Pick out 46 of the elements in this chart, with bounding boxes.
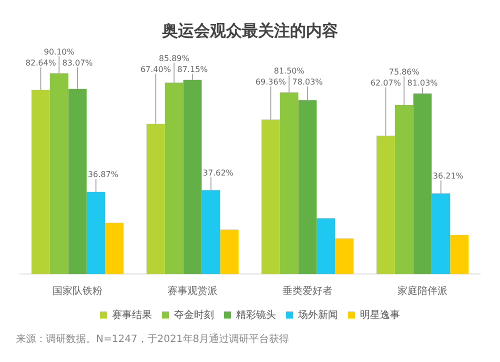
bar: [202, 190, 220, 274]
data-label: 81.03%: [407, 78, 438, 88]
data-label: 62.07%: [370, 78, 402, 88]
bar: [105, 222, 124, 274]
data-label: 67.40%: [140, 64, 172, 74]
data-label: 90.10%: [44, 47, 75, 56]
legend-label: 精彩镜头: [236, 308, 276, 321]
bar: [394, 104, 414, 274]
data-label: 82.64%: [25, 58, 56, 68]
legend-label: 场外新闻: [297, 308, 338, 321]
data-label: 78.03%: [292, 77, 324, 86]
x-tick-label: 赛事观赏派: [168, 284, 218, 297]
data-label: 75.86%: [388, 68, 420, 77]
data-label: 85.89%: [158, 54, 190, 63]
legend-label: 明星逸事: [360, 308, 400, 321]
bar: [432, 193, 450, 274]
bar: [220, 229, 238, 274]
data-label: 37.62%: [202, 168, 234, 178]
bar: [376, 136, 395, 274]
bar: [32, 90, 50, 274]
data-label: 36.87%: [88, 170, 119, 179]
data-label: 81.50%: [274, 66, 305, 76]
bar: [86, 192, 106, 274]
bar: [183, 80, 202, 274]
bar: [280, 92, 298, 274]
x-tick-label: 家庭陪伴派: [398, 284, 448, 297]
bar: [146, 124, 165, 274]
source-note: 来源：调研数据。N=1247，于2021年8月通过调研平台获得: [16, 332, 290, 346]
bar: [298, 100, 317, 274]
bar: [164, 82, 184, 274]
x-tick-label: 国家队铁粉: [52, 284, 102, 297]
chart-title: 奥运会观众最关注的内容: [161, 21, 338, 40]
legend-label: 夺金时刻: [174, 308, 214, 321]
data-label: 69.36%: [255, 77, 286, 86]
data-label: 87.15%: [177, 64, 208, 74]
bar: [450, 235, 468, 274]
x-tick-label: 垂类爱好者: [282, 284, 332, 297]
bar: [413, 93, 432, 274]
legend-label: 赛事结果: [112, 308, 152, 321]
bar: [316, 218, 336, 274]
data-label: 83.07%: [62, 58, 94, 68]
bar: [335, 238, 354, 274]
data-label: 36.21%: [432, 171, 464, 180]
bar: [50, 73, 68, 274]
bar: [262, 119, 280, 274]
bar: [68, 88, 87, 274]
